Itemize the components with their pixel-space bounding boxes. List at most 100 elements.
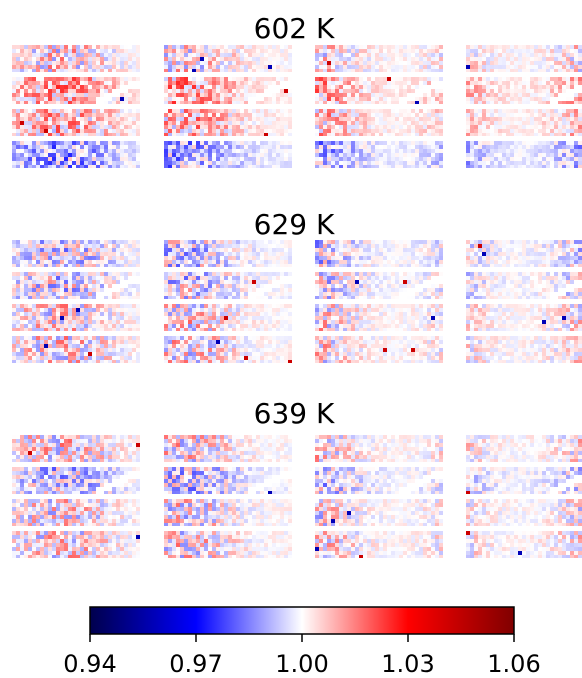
heatmap-cell [64,145,68,149]
heatmap-cell [323,97,327,101]
heatmap-cell [164,53,168,57]
heatmap-cell [184,161,188,165]
heatmap-cell [232,165,236,168]
heatmap-cell [112,49,116,53]
heatmap-cell [68,101,72,104]
heatmap-cell [44,320,48,324]
heatmap-cell [212,125,216,129]
heatmap-cell [24,336,28,340]
heatmap-cell [204,248,208,252]
heatmap-cell [192,61,196,65]
heatmap-cell [439,89,443,93]
heatmap-cell [319,141,323,145]
heatmap-cell [542,141,546,145]
heatmap-cell [546,145,550,149]
heatmap-cell [494,53,498,57]
heatmap-cell [112,85,116,89]
heatmap-cell [252,252,256,256]
heatmap-cell [60,149,64,153]
heatmap-cell [506,49,510,53]
heatmap-cell [48,149,52,153]
heatmap-cell [566,113,570,117]
heatmap-cell [168,125,172,129]
heatmap-cell [116,149,120,153]
heatmap-cell [506,69,510,72]
heatmap-cell [48,272,52,276]
heatmap-cell [558,109,562,113]
heatmap-cell [64,157,68,161]
heatmap-cell [439,165,443,168]
heatmap-cell [208,161,212,165]
heatmap-cell [474,117,478,121]
heatmap-cell [196,157,200,161]
heatmap-cell [379,65,383,69]
heatmap-cell [112,97,116,101]
heatmap-cell [415,81,419,85]
heatmap-cell [96,133,100,136]
heatmap-cell [200,336,204,340]
heatmap-cell [68,129,72,133]
heatmap-cell [427,53,431,57]
heatmap-cell [260,49,264,53]
heatmap-cell [474,121,478,125]
heatmap-cell [478,125,482,129]
heatmap-cell [68,312,72,316]
heatmap-cell [176,145,180,149]
heatmap-cell [562,145,566,149]
heatmap-cell [514,157,518,161]
heatmap-cell [88,240,92,244]
heatmap-cell [44,296,48,299]
heatmap-cell [212,117,216,121]
heatmap-cell [474,141,478,145]
heatmap-cell [240,264,244,267]
heatmap-cell [272,304,276,308]
heatmap-cell [224,125,228,129]
heatmap-cell [335,77,339,81]
heatmap-cell [124,344,128,348]
heatmap-cell [510,157,514,161]
heatmap-cell [80,248,84,252]
heatmap-cell [124,340,128,344]
heatmap-cell [355,125,359,129]
heatmap-cell [280,53,284,57]
heatmap-cell [518,113,522,117]
heatmap-cell [56,260,60,264]
heatmap-cell [228,304,232,308]
heatmap-cell [104,260,108,264]
heatmap-cell [172,45,176,49]
heatmap-cell [60,296,64,299]
heatmap-cell [28,145,32,149]
heatmap-cell [315,61,319,65]
heatmap-cell [522,161,526,165]
heatmap-panel [315,45,443,168]
heatmap-cell [260,65,264,69]
heatmap-cell [530,133,534,136]
heatmap-cell [128,65,132,69]
heatmap-cell [48,85,52,89]
heatmap-cell [108,81,112,85]
heatmap-cell [84,77,88,81]
heatmap-cell [72,125,76,129]
heatmap-cell [252,240,256,244]
heatmap-cell [542,49,546,53]
heatmap-cell [72,272,76,276]
heatmap-cell [124,77,128,81]
heatmap-cell [72,352,76,356]
heatmap-cell [80,304,84,308]
heatmap-cell [264,324,268,328]
heatmap-cell [180,304,184,308]
heatmap-cell [80,57,84,61]
heatmap-cell [526,157,530,161]
heatmap-cell [558,153,562,157]
heatmap-cell [204,113,208,117]
heatmap-cell [335,153,339,157]
heatmap-cell [212,45,216,49]
heatmap-cell [319,145,323,149]
heatmap-cell [200,288,204,292]
heatmap-cell [188,97,192,101]
heatmap-cell [120,101,124,104]
heatmap-cell [116,45,120,49]
heatmap-cell [431,113,435,117]
heatmap-cell [252,161,256,165]
heatmap-cell [252,260,256,264]
